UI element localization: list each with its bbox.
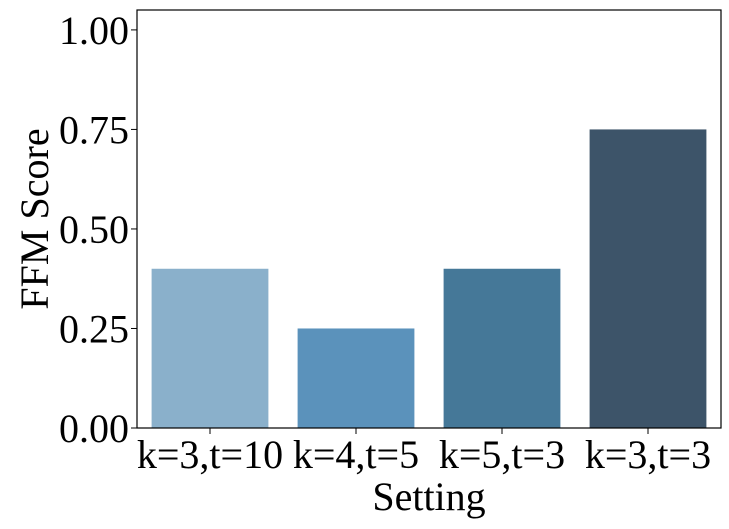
bar-2 [443, 268, 561, 428]
bars-group [151, 129, 707, 428]
y-axis-label: FFM Score [12, 128, 57, 309]
x-tick-label-2: k=5,t=3 [439, 432, 565, 477]
y-axis-ticks: 0.00 0.25 0.50 0.75 1.00 [59, 8, 137, 451]
bar-0 [151, 268, 269, 428]
y-tick-label-0: 0.00 [59, 406, 129, 451]
x-axis-ticks: k=3,t=10 k=4,t=5 k=5,t=3 k=3,t=3 [137, 428, 711, 477]
bar-3 [589, 129, 707, 428]
y-tick-label-2: 0.50 [59, 207, 129, 252]
y-tick-label-3: 0.75 [59, 107, 129, 152]
plot-frame [136, 9, 722, 429]
x-tick-label-0: k=3,t=10 [137, 432, 283, 477]
y-tick-label-1: 0.25 [59, 306, 129, 351]
x-tick-label-3: k=3,t=3 [585, 432, 711, 477]
x-tick-label-1: k=4,t=5 [293, 432, 419, 477]
x-axis-label: Setting [372, 474, 485, 519]
y-tick-label-4: 1.00 [59, 8, 129, 53]
bar-1 [297, 328, 415, 428]
